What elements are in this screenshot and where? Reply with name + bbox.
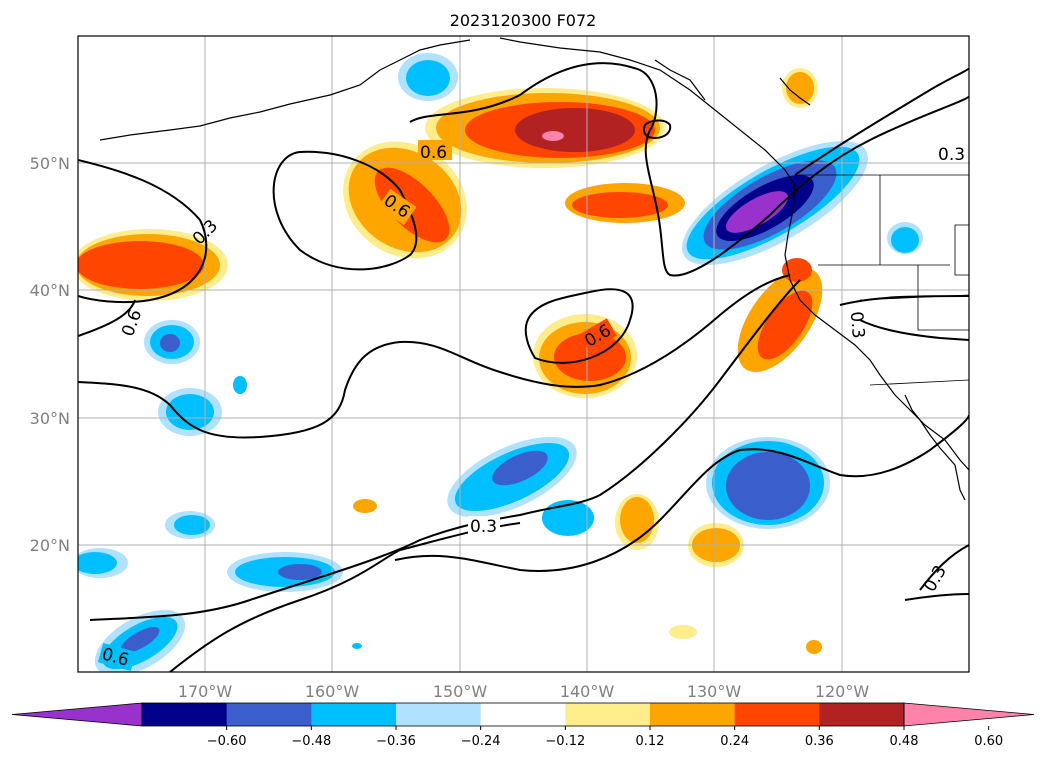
fill-blob-small-negative	[233, 376, 247, 394]
contour-label: 0.6	[420, 143, 447, 163]
fill-blob-bc-positive	[782, 68, 818, 108]
colorbar-tick-label: 0.24	[720, 734, 749, 749]
colorbar-tick-label: −0.12	[545, 734, 585, 749]
colorbar-extend-low	[11, 702, 143, 727]
contour-label: 0.3	[470, 517, 497, 537]
colorbar-segment	[480, 703, 566, 726]
fill-blob-west-negative-1	[144, 320, 200, 364]
fill-blob-subtropical-negative	[447, 436, 577, 518]
fill-blob-far-southwest-negative	[78, 548, 128, 578]
anomaly-fills	[78, 53, 923, 672]
lon-tick: 130°W	[687, 682, 742, 701]
colorbar-segment	[650, 703, 736, 726]
colorbar-tick-label: 0.12	[636, 734, 665, 749]
colorbar-segment	[226, 703, 312, 726]
fill-blob-gulf-positive	[425, 88, 665, 168]
fill-blob-west-negative-2	[158, 388, 222, 436]
colorbar-tick-label: −0.48	[291, 734, 331, 749]
fill-blob-aleutian-negative	[398, 53, 458, 101]
fill-blob-southwest-negative	[227, 552, 343, 592]
colorbar-tick-label: 0.60	[974, 734, 1003, 749]
lon-tick: 160°W	[305, 682, 360, 701]
lat-tick: 20°N	[30, 536, 70, 555]
lon-tick-labels: 170°W 160°W 150°W 140°W 130°W 120°W	[178, 682, 870, 701]
colorbar-segment	[734, 703, 820, 726]
map-area: 0.6 0.6 0.6 0.6 0.6 0.3 0.3 0.3 0.3 0.3	[78, 36, 969, 672]
fill-blob-small-positive-4	[669, 625, 697, 639]
lat-tick-labels: 50°N 40°N 30°N 20°N	[30, 154, 70, 555]
fill-blob-small-positive-5	[806, 640, 822, 654]
fill-blob-hawaii-negative	[706, 437, 830, 529]
lon-tick: 120°W	[815, 682, 870, 701]
colorbar-extend-high	[903, 702, 1035, 727]
colorbar-tick-label: −0.24	[461, 734, 501, 749]
lon-tick: 140°W	[560, 682, 615, 701]
colorbar-segment	[311, 703, 397, 726]
fill-blob-small-negative-4	[352, 643, 362, 649]
lon-tick: 170°W	[178, 682, 233, 701]
contour-label: 0.3	[846, 311, 868, 340]
fill-blob-orange-strip	[565, 183, 685, 223]
colorbar	[11, 702, 1035, 727]
colorbar-segment	[565, 703, 651, 726]
lat-tick: 50°N	[30, 154, 70, 173]
map-title: 2023120300 F072	[450, 11, 597, 30]
colorbar-tick-label: −0.36	[376, 734, 416, 749]
colorbar-tick-label: 0.36	[805, 734, 834, 749]
colorbar-segment	[142, 703, 228, 726]
colorbar-segment	[396, 703, 482, 726]
fill-blob-inland-negative	[887, 222, 923, 254]
colorbar-tick-labels: −0.60 −0.48 −0.36 −0.24 −0.12 0.12 0.24 0.36 0.4…	[207, 726, 1003, 749]
lat-tick: 40°N	[30, 281, 70, 300]
colorbar-outline	[141, 702, 905, 727]
colorbar-segment	[819, 703, 905, 726]
map-frame	[77, 35, 970, 673]
contour-lines	[78, 62, 969, 672]
lon-tick: 150°W	[433, 682, 488, 701]
lat-tick: 30°N	[30, 409, 70, 428]
fill-blob-small-positive-3	[353, 499, 377, 513]
contour-label: 0.3	[938, 145, 965, 165]
gridlines	[78, 36, 969, 672]
fill-blob-small-negative-2	[542, 500, 594, 536]
coastlines	[99, 37, 969, 501]
contour-label-group: 0.6 0.6 0.6 0.6 0.6 0.3 0.3 0.3 0.3 0.3	[97, 140, 965, 672]
colorbar-tick-label: 0.48	[890, 734, 919, 749]
colorbar-tick-label: −0.60	[207, 734, 247, 749]
